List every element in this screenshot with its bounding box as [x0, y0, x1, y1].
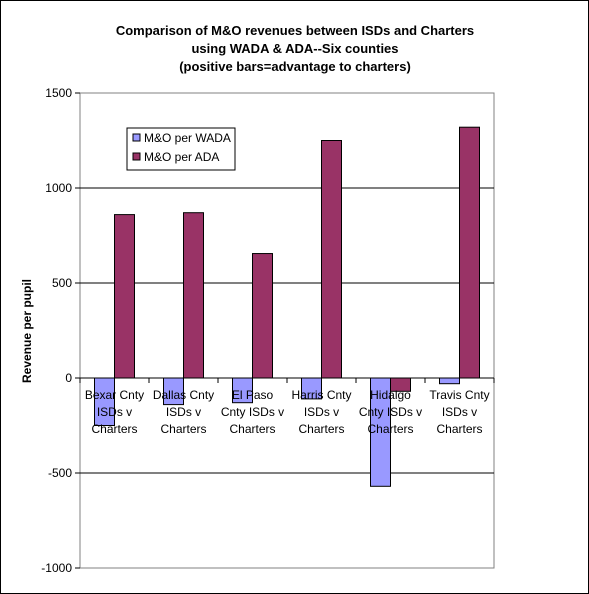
x-axis: Bexar Cnty ISDs v Charters Dallas Cnty ISDs … [79, 377, 495, 436]
x-category-label: Charters [229, 422, 275, 436]
x-category-label: El Paso [232, 388, 274, 402]
plot-area [79, 92, 495, 569]
x-category-label: Charters [298, 422, 344, 436]
x-category-label: Cnty ISDs v [221, 405, 284, 419]
y-tick-label: 0 [65, 371, 72, 385]
y-tick-label: -500 [48, 466, 72, 480]
bar-ada [183, 212, 204, 379]
y-tick-label: 1000 [45, 181, 72, 195]
legend-swatch [132, 152, 141, 161]
x-category-label: Harris Cnty [291, 388, 351, 402]
x-category-label: Charters [436, 422, 482, 436]
legend-box [126, 127, 236, 171]
y-tick-label: 1500 [45, 86, 72, 100]
x-category-label: ISDs v [304, 405, 339, 419]
x-category-label: Travis Cnty [429, 388, 489, 402]
y-axis-title: Revenue per pupil [20, 279, 34, 383]
chart-title-line: using WADA & ADA--Six counties [191, 41, 398, 56]
y-tick-label: 500 [52, 276, 72, 290]
x-category-label: ISDs v [97, 405, 132, 419]
legend: M&O per WADA M&O per ADA [126, 127, 236, 171]
x-category-label: Bexar Cnty [85, 388, 144, 402]
bar-wada [439, 377, 460, 385]
x-category-label: Dallas Cnty [153, 388, 214, 402]
legend-label: M&O per WADA [144, 131, 231, 145]
x-category-label: Hidalgo [370, 388, 411, 402]
x-category-label: Charters [367, 422, 413, 436]
bar-ada [321, 140, 342, 379]
legend-label: M&O per ADA [144, 150, 219, 164]
bar-ada [459, 126, 480, 379]
legend-swatch [132, 133, 141, 142]
bar-ada [114, 214, 135, 379]
x-category-label: Cnty ISDs v [359, 405, 422, 419]
x-category-label: ISDs v [442, 405, 477, 419]
x-category-label: Charters [91, 422, 137, 436]
y-tick-label: -1000 [41, 561, 72, 575]
chart-title: Comparison of M&O revenues between ISDs … [116, 23, 474, 74]
chart-title-line: (positive bars=advantage to charters) [179, 59, 411, 74]
chart-title-line: Comparison of M&O revenues between ISDs … [116, 23, 474, 38]
x-category-label: ISDs v [166, 405, 201, 419]
x-category-label: Charters [160, 422, 206, 436]
bar-ada [252, 253, 273, 379]
y-axis: -1000 -500 0 500 1000 1500 [41, 86, 80, 575]
